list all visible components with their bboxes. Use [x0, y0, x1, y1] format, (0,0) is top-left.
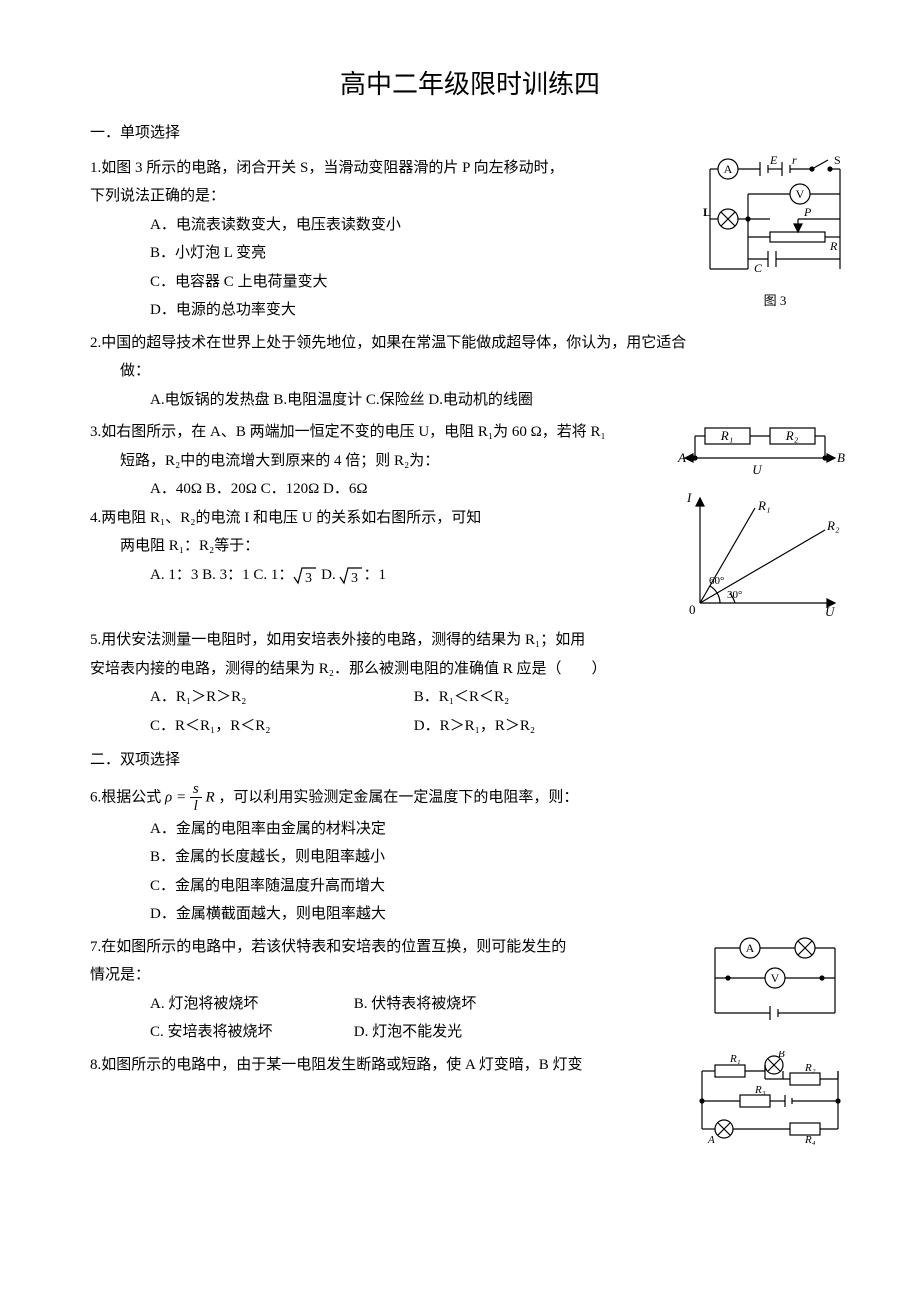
svg-text:S: S [834, 154, 841, 167]
question-7: A V 7.在如图所示的电路中，若该伏特表和安培表的位置互换，则可能发生的 情况… [90, 933, 850, 1047]
page-title: 高中二年级限时训练四 [90, 60, 850, 109]
q5-stem-2: 安培表内接的电路，测得的结果为 R₂．那么被测电阻的准确值 R 应是（ ） [90, 655, 850, 684]
svg-text:R₄: R₄ [804, 1134, 816, 1146]
svg-text:R₁: R₁ [757, 498, 770, 513]
svg-text:A: A [746, 941, 755, 955]
question-3-4-block: R₁ R₂ A B U I U R₁ R₂ [90, 418, 850, 622]
figure-3-caption: 图 3 [700, 289, 850, 314]
svg-text:0: 0 [689, 602, 696, 617]
q6-opt-d: D．金属横截面越大，则电阻率越大 [90, 900, 850, 929]
svg-text:V: V [796, 187, 805, 201]
svg-text:R₂: R₂ [804, 1062, 816, 1074]
svg-text:U: U [825, 604, 836, 618]
svg-text:A: A [724, 162, 733, 176]
svg-text:r: r [792, 154, 797, 167]
figure-q7: A V [700, 933, 850, 1033]
figure-q8: R₁ B R₂ R₃ A R₄ [690, 1051, 850, 1146]
q5-row2: C．R＜R₁，R＜R₂ D．R＞R₁，R＞R₂ [90, 712, 850, 741]
q5-row1: A．R₁＞R＞R₂ B．R₁＜R＜R₂ [90, 683, 850, 712]
svg-text:R₁: R₁ [720, 428, 733, 443]
q6-opt-a: A．金属的电阻率由金属的材料决定 [90, 815, 850, 844]
figure-q3-q4: R₁ R₂ A B U I U R₁ R₂ [675, 418, 850, 618]
question-5: 5.用伏安法测量一电阻时，如用安培表外接的电路，测得的结果为 R₁；如用 安培表… [90, 626, 850, 740]
q5-stem-1: 5.用伏安法测量一电阻时，如用安培表外接的电路，测得的结果为 R₁；如用 [90, 626, 850, 655]
question-2: 2.中国的超导技术在世界上处于领先地位，如果在常温下能做成超导体，你认为，用它适… [90, 329, 850, 415]
q6-stem: 6.根据公式 ρ = sl R ，可以利用实验测定金属在一定温度下的电阻率，则： [90, 781, 850, 815]
svg-text:B: B [778, 1051, 785, 1060]
svg-text:3: 3 [305, 571, 312, 585]
q6-opt-c: C．金属的电阻率随温度升高而增大 [90, 872, 850, 901]
q6-opt-b: B．金属的长度越长，则电阻率越小 [90, 843, 850, 872]
svg-text:U: U [752, 462, 763, 477]
question-8: R₁ B R₂ R₃ A R₄ 8.如图所示的电路中，由于某一电阻发生断路或短路… [90, 1051, 850, 1150]
svg-text:30°: 30° [727, 589, 742, 601]
svg-text:3: 3 [351, 571, 358, 585]
svg-text:A: A [707, 1134, 715, 1146]
figure-3: A E r S V L P R C 图 3 [700, 154, 850, 314]
svg-text:R: R [829, 239, 838, 253]
section-2-heading: 二．双项选择 [90, 746, 850, 775]
svg-text:A: A [677, 450, 686, 465]
svg-text:R₁: R₁ [729, 1053, 741, 1065]
svg-text:P: P [803, 205, 812, 219]
question-1: A E r S V L P R C 图 3 1.如图 3 所示的电路，闭合开关 … [90, 154, 850, 325]
svg-text:I: I [686, 490, 692, 505]
svg-text:V: V [771, 971, 780, 985]
svg-text:C: C [754, 261, 763, 275]
q2-stem-1: 2.中国的超导技术在世界上处于领先地位，如果在常温下能做成超导体，你认为，用它适… [90, 329, 850, 358]
svg-text:60°: 60° [709, 575, 724, 587]
q2-stem-2: 做： [90, 357, 850, 386]
svg-text:L: L [703, 205, 711, 219]
section-1-heading: 一．单项选择 [90, 119, 850, 148]
question-6: 6.根据公式 ρ = sl R ，可以利用实验测定金属在一定温度下的电阻率，则：… [90, 781, 850, 929]
svg-text:R₂: R₂ [785, 428, 799, 443]
svg-text:E: E [769, 154, 778, 167]
svg-text:R₂: R₂ [826, 518, 840, 533]
svg-text:B: B [837, 450, 845, 465]
q2-options: A.电饭锅的发热盘 B.电阻温度计 C.保险丝 D.电动机的线圈 [90, 386, 850, 415]
svg-text:R₃: R₃ [754, 1084, 766, 1096]
